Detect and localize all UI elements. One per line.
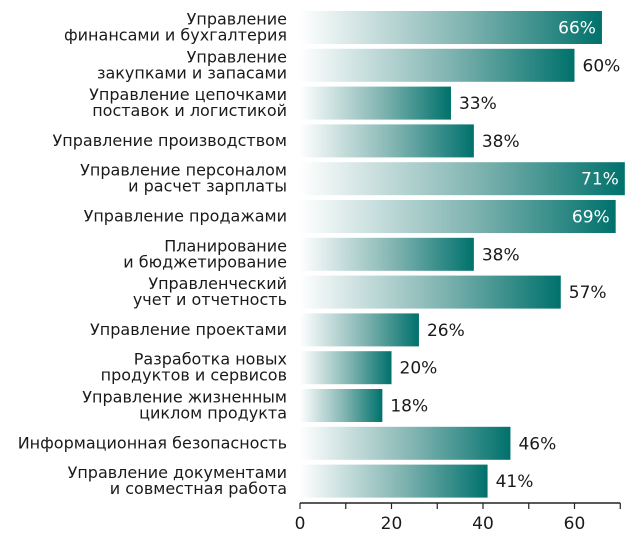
- bar: [300, 275, 561, 309]
- category-label: Управленческий учет и отчетность: [133, 274, 287, 309]
- category-label: Управление продажами: [84, 207, 287, 226]
- x-tick-label: 0: [295, 514, 306, 534]
- bar-row: Управление проектами 26%: [90, 313, 465, 347]
- bar: [300, 351, 392, 385]
- bar: [300, 124, 474, 158]
- bar-row: Управление персоналом и расчет зарплаты 71…: [80, 161, 625, 196]
- bar: [300, 389, 383, 422]
- value-label: 33%: [459, 94, 497, 114]
- category-label: Управление проектами: [90, 320, 287, 339]
- bar-row: Управленческий учет и отчетность 57%: [133, 274, 607, 309]
- bar: [300, 200, 616, 233]
- category-label: Управление персоналом и расчет зарплаты: [80, 161, 287, 196]
- category-label: Управление финансами и бухгалтерия: [64, 10, 287, 45]
- category-label: Управление цепочками поставок и логистико…: [89, 85, 287, 120]
- category-label: Планирование и бюджетирование: [123, 236, 287, 271]
- category-label: Информационная безопасность: [18, 433, 287, 452]
- bar-row: Планирование и бюджетирование 38%: [123, 236, 519, 271]
- bar: [300, 48, 575, 82]
- x-tick-label: 60: [564, 514, 586, 534]
- bar-row: Управление производством 38%: [53, 124, 520, 158]
- x-axis: 0 20 40 60: [295, 502, 621, 534]
- x-tick-label: 40: [472, 514, 494, 534]
- bar: [300, 11, 602, 44]
- bar: [300, 426, 511, 460]
- x-tick-label: 20: [381, 514, 403, 534]
- bar-row: Управление документами и совместная работ…: [68, 463, 534, 498]
- value-label: 71%: [581, 170, 619, 190]
- value-label: 46%: [518, 434, 556, 454]
- bar: [300, 162, 625, 196]
- bar: [300, 86, 451, 120]
- bar-row: Управление цепочками поставок и логистико…: [89, 85, 497, 120]
- value-label: 66%: [558, 19, 596, 39]
- value-label: 69%: [572, 208, 610, 228]
- category-label: Разработка новых продуктов и сервисов: [101, 350, 287, 385]
- bar: [300, 464, 488, 498]
- category-label: Управление документами и совместная работ…: [68, 463, 287, 498]
- value-label: 57%: [569, 283, 607, 303]
- value-label: 38%: [482, 245, 520, 265]
- bar: [300, 237, 474, 271]
- category-label: Управление жизненным циклом продукта: [82, 388, 287, 423]
- bar-row: Информационная безопасность 46%: [18, 426, 556, 460]
- bars-group: Управление финансами и бухгалтерия 66%Упра…: [18, 10, 625, 498]
- bar-row: Управление жизненным циклом продукта 18%: [82, 388, 428, 423]
- value-label: 41%: [496, 472, 534, 492]
- value-label: 60%: [583, 56, 621, 76]
- bar-row: Разработка новых продуктов и сервисов 20%: [101, 350, 438, 385]
- bar: [300, 313, 419, 347]
- category-label: Управление закупками и запасами: [97, 47, 287, 82]
- value-label: 20%: [400, 359, 438, 379]
- category-label: Управление производством: [53, 131, 287, 150]
- value-label: 18%: [390, 397, 428, 417]
- bar-row: Управление продажами 69%: [84, 200, 616, 233]
- bar-row: Управление закупками и запасами 60%: [97, 47, 620, 82]
- value-label: 38%: [482, 132, 520, 152]
- bar-row: Управление финансами и бухгалтерия 66%: [64, 10, 602, 45]
- value-label: 26%: [427, 321, 465, 341]
